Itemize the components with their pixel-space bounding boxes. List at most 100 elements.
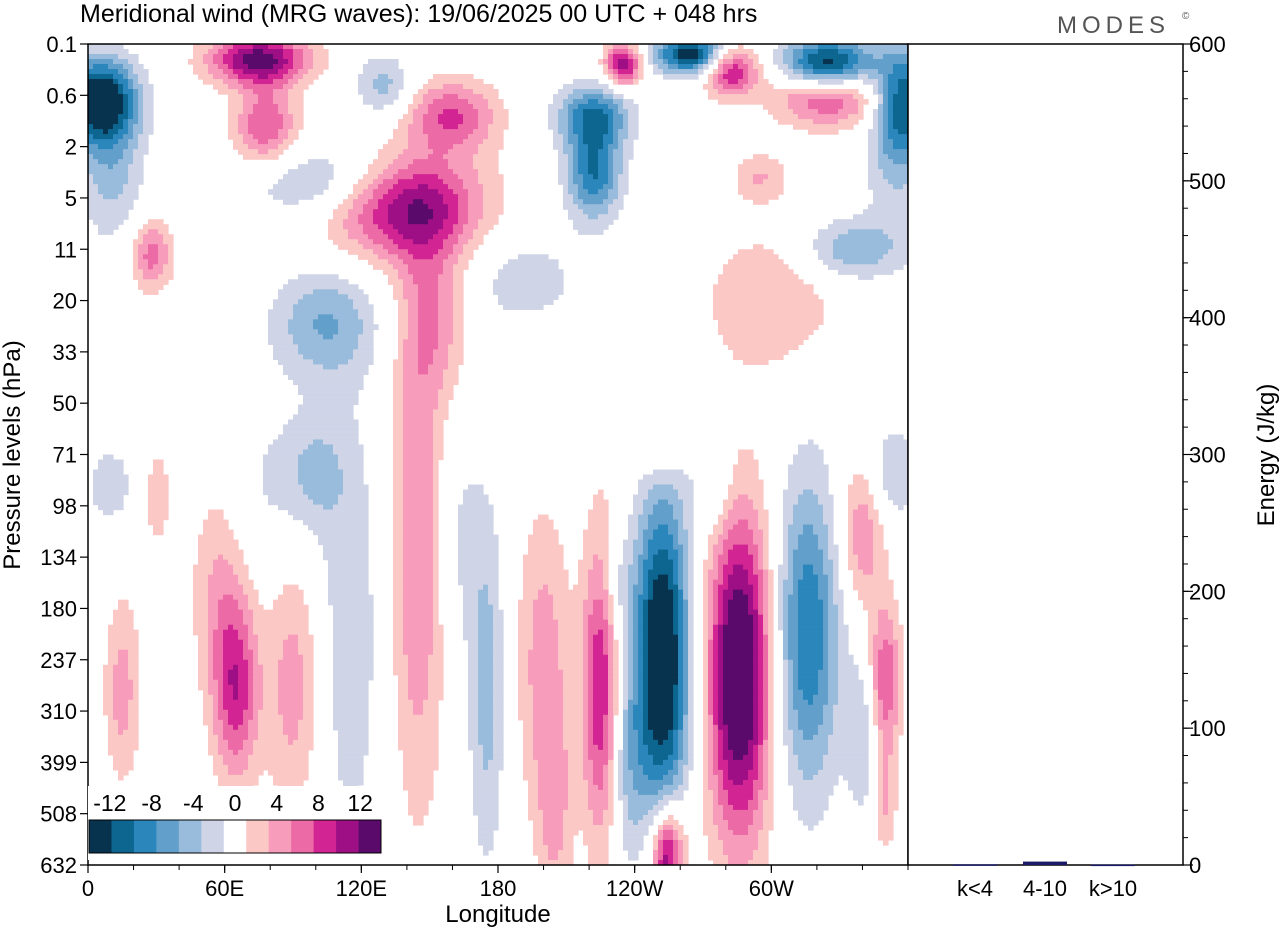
heatmap-cell <box>433 359 439 365</box>
heatmap-cell <box>408 204 414 210</box>
heatmap-cell <box>108 64 114 70</box>
heatmap-cell <box>838 79 844 85</box>
heatmap-cell <box>578 164 584 170</box>
heatmap-cell <box>143 264 149 270</box>
heatmap-cell <box>288 199 294 205</box>
heatmap-cell <box>418 334 424 340</box>
heatmap-cell <box>88 69 94 75</box>
heatmap-cell <box>498 104 504 110</box>
heatmap-cell <box>608 144 614 150</box>
heatmap-cell <box>878 74 884 80</box>
heatmap-cell <box>878 204 884 210</box>
heatmap-cell <box>258 149 264 155</box>
heatmap-cell <box>743 99 749 105</box>
heatmap-cell <box>758 294 764 300</box>
heatmap-cell <box>258 89 264 95</box>
heatmap-cell <box>398 404 404 411</box>
heatmap-cell <box>588 209 594 215</box>
heatmap-cell <box>428 254 434 260</box>
heatmap-cell <box>758 299 764 305</box>
heatmap-cell <box>453 129 459 135</box>
heatmap-cell <box>758 84 764 90</box>
heatmap-cell <box>283 119 289 125</box>
heatmap-cell <box>393 274 399 280</box>
heatmap-cell <box>418 269 424 275</box>
heatmap-cell <box>288 319 294 325</box>
heatmap-cell <box>368 339 374 345</box>
heatmap-cell <box>308 364 314 370</box>
heatmap-cell <box>768 179 774 185</box>
heatmap-cell <box>733 314 739 320</box>
heatmap-cell <box>808 49 814 55</box>
heatmap-cell <box>668 49 674 55</box>
heatmap-cell <box>98 44 104 50</box>
heatmap-cell <box>738 169 744 175</box>
heatmap-cell <box>523 269 529 275</box>
heatmap-cell <box>713 54 719 60</box>
heatmap-cell <box>113 64 119 70</box>
heatmap-cell <box>253 99 259 105</box>
heatmap-cell <box>498 109 504 115</box>
heatmap-cell <box>308 64 314 70</box>
heatmap-cell <box>778 264 784 270</box>
heatmap-cell <box>438 329 444 335</box>
heatmap-cell <box>828 119 834 125</box>
heatmap-cell <box>603 94 609 100</box>
heatmap-cell <box>333 424 339 431</box>
heatmap-cell <box>763 264 769 270</box>
heatmap-cell <box>428 134 434 140</box>
heatmap-cell <box>458 324 464 330</box>
heatmap-cell <box>558 274 564 280</box>
heatmap-cell <box>593 174 599 180</box>
heatmap-cell <box>763 104 769 110</box>
heatmap-cell <box>393 134 399 140</box>
heatmap-cell <box>453 134 459 140</box>
heatmap-cell <box>728 269 734 275</box>
heatmap-cell <box>403 209 409 215</box>
heatmap-cell <box>418 254 424 260</box>
heatmap-cell <box>348 349 354 355</box>
heatmap-cell <box>448 199 454 205</box>
heatmap-cell <box>628 124 634 130</box>
heatmap-cell <box>903 119 909 125</box>
heatmap-cell <box>498 294 504 300</box>
heatmap-cell <box>423 299 429 305</box>
heatmap-cell <box>328 304 334 310</box>
heatmap-cell <box>373 59 379 65</box>
heatmap-cell <box>873 84 879 90</box>
heatmap-cell <box>438 134 444 140</box>
heatmap-cell <box>428 339 434 345</box>
heatmap-cell <box>613 124 619 130</box>
heatmap-cell <box>448 259 454 265</box>
heatmap-cell <box>433 179 439 185</box>
heatmap-cell <box>303 169 309 175</box>
heatmap-cell <box>773 334 779 340</box>
heatmap-cell <box>238 144 244 150</box>
heatmap-cell <box>398 354 404 360</box>
heatmap-cell <box>748 289 754 295</box>
heatmap-cell <box>333 429 339 436</box>
heatmap-cell <box>498 144 504 150</box>
heatmap-cell <box>138 74 144 80</box>
heatmap-cell <box>413 264 419 270</box>
heatmap-cell <box>333 284 339 290</box>
heatmap-cell <box>298 64 304 70</box>
heatmap-cell <box>903 59 909 65</box>
heatmap-cell <box>888 254 894 260</box>
heatmap-cell <box>388 164 394 170</box>
heatmap-cell <box>558 129 564 135</box>
heatmap-cell <box>293 119 299 125</box>
heatmap-cell <box>613 69 619 75</box>
heatmap-cell <box>833 109 839 115</box>
heatmap-cell <box>108 54 114 60</box>
heatmap-cell <box>438 419 444 426</box>
heatmap-cell <box>388 94 394 100</box>
heatmap-cell <box>833 224 839 230</box>
heatmap-cell <box>453 234 459 240</box>
heatmap-cell <box>293 349 299 355</box>
heatmap-cell <box>358 309 364 315</box>
heatmap-cell <box>603 199 609 205</box>
heatmap-cell <box>243 104 249 110</box>
heatmap-cell <box>763 89 769 95</box>
heatmap-cell <box>353 329 359 335</box>
